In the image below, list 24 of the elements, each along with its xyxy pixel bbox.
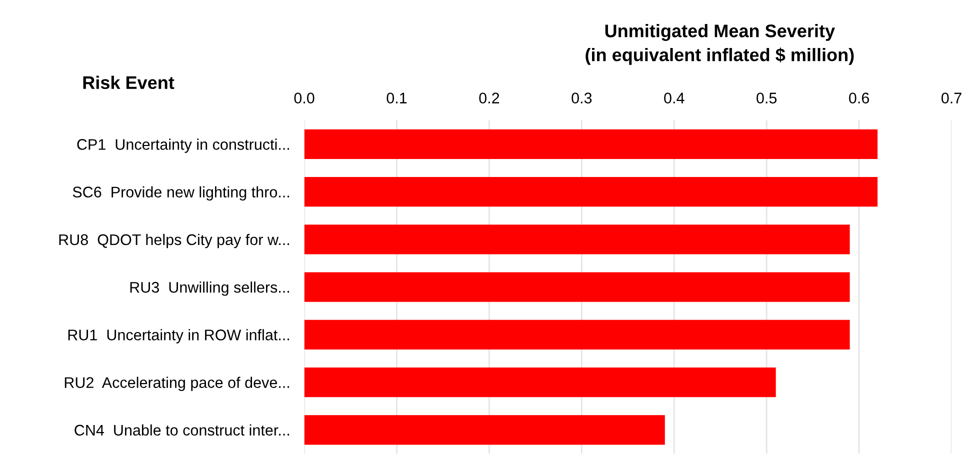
bar [304, 272, 850, 302]
x-tick-label: 0.7 [941, 92, 962, 104]
x-tick-label: 0.5 [756, 92, 777, 104]
x-tick-label: 0.4 [664, 92, 684, 104]
bar [304, 320, 850, 350]
x-tick-label: 0.6 [849, 92, 869, 104]
y-axis-title: Risk Event [83, 76, 174, 90]
bar [304, 415, 665, 445]
x-tick-label: 0.2 [479, 92, 500, 104]
bar [304, 224, 850, 254]
text: 0.0 [294, 92, 314, 104]
y-tick-label: RU3 Unwilling sellers... [130, 282, 290, 296]
y-tick-label: CN4 Unable to construct inter... [74, 424, 290, 436]
y-tick-label: RU1 Uncertainty in ROW inflat... [68, 329, 290, 344]
bar [304, 177, 878, 207]
x-tick-label: 0.1 [386, 92, 407, 104]
x-tick-label: 0.3 [572, 92, 592, 104]
x-axis-title: Unmitigated Mean Severity (in equivalent inflated $ million) [586, 24, 854, 65]
y-tick-label: CP1 Uncertainty in constructi... [77, 138, 290, 153]
y-tick-label: RU8 QDOT helps City pay for w... [59, 234, 290, 248]
y-tick-label: RU2 Accelerating pace of deve... [64, 376, 290, 392]
bar [304, 368, 776, 398]
bar [304, 129, 878, 159]
y-tick-label: SC6 Provide new lighting thro... [72, 186, 290, 201]
